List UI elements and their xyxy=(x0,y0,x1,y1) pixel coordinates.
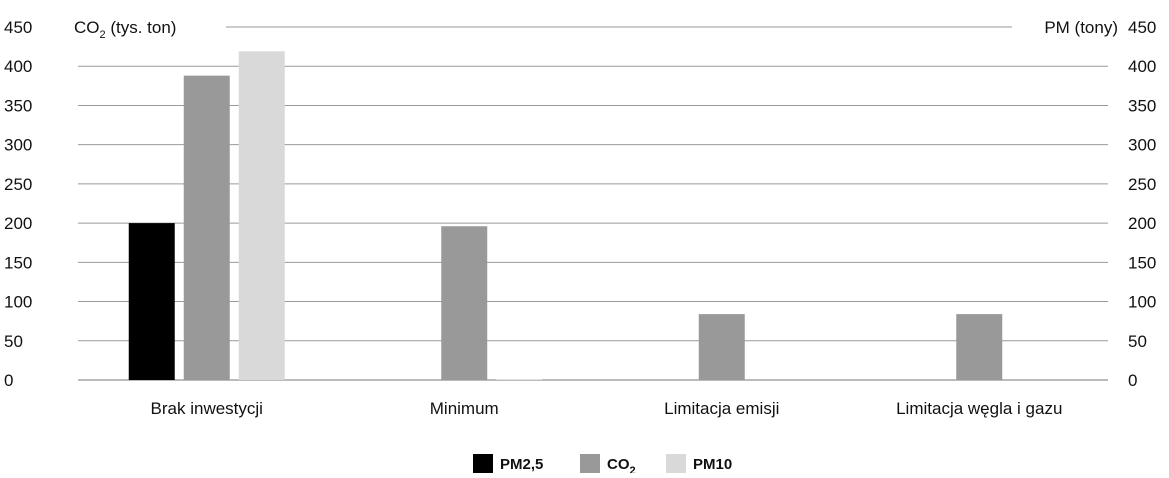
y-left-tick-label: 0 xyxy=(4,371,13,390)
legend-swatch xyxy=(473,454,493,473)
bar-pm10 xyxy=(496,379,543,380)
category-label: Limitacja emisji xyxy=(664,399,779,418)
y-left-tick-label: 50 xyxy=(4,332,23,351)
y-right-tick-label: 50 xyxy=(1128,332,1147,351)
legend-label: PM2,5 xyxy=(500,456,543,473)
y-right-tick-label: 450 xyxy=(1128,18,1156,37)
y-right-tick-label: 350 xyxy=(1128,96,1156,115)
y-right-axis-title: PM (tony) xyxy=(1044,18,1118,37)
bar-co2 xyxy=(698,314,745,380)
bar-co2 xyxy=(956,314,1003,380)
y-right-tick-label: 0 xyxy=(1128,371,1137,390)
y-left-tick-label: 400 xyxy=(4,57,32,76)
y-left-tick-label: 150 xyxy=(4,253,32,272)
y-right-tick-label: 250 xyxy=(1128,175,1156,194)
y-right-tick-label: 300 xyxy=(1128,136,1156,155)
legend-label: CO2 xyxy=(607,456,636,473)
category-label: Limitacja węgla i gazu xyxy=(896,399,1062,418)
y-left-tick-label: 200 xyxy=(4,214,32,233)
y-right-tick-label: 100 xyxy=(1128,293,1156,312)
y-left-tick-label: 250 xyxy=(4,175,32,194)
bar-pm10 xyxy=(238,51,285,380)
y-left-tick-label: 450 xyxy=(4,18,32,37)
category-label: Brak inwestycji xyxy=(151,399,263,418)
y-right-tick-label: 400 xyxy=(1128,57,1156,76)
bar-pm25 xyxy=(128,223,175,380)
legend-swatch xyxy=(580,454,600,473)
bar-co2 xyxy=(441,226,488,380)
y-right-tick-label: 200 xyxy=(1128,214,1156,233)
legend-swatch xyxy=(666,454,686,473)
y-right-tick-label: 150 xyxy=(1128,253,1156,272)
y-left-tick-label: 300 xyxy=(4,136,32,155)
bar-co2 xyxy=(183,75,230,380)
y-left-tick-label: 100 xyxy=(4,293,32,312)
category-label: Minimum xyxy=(430,399,499,418)
y-left-tick-label: 350 xyxy=(4,96,32,115)
legend-label: PM10 xyxy=(693,456,732,473)
y-left-axis-title: CO2 (tys. ton) xyxy=(74,18,176,41)
